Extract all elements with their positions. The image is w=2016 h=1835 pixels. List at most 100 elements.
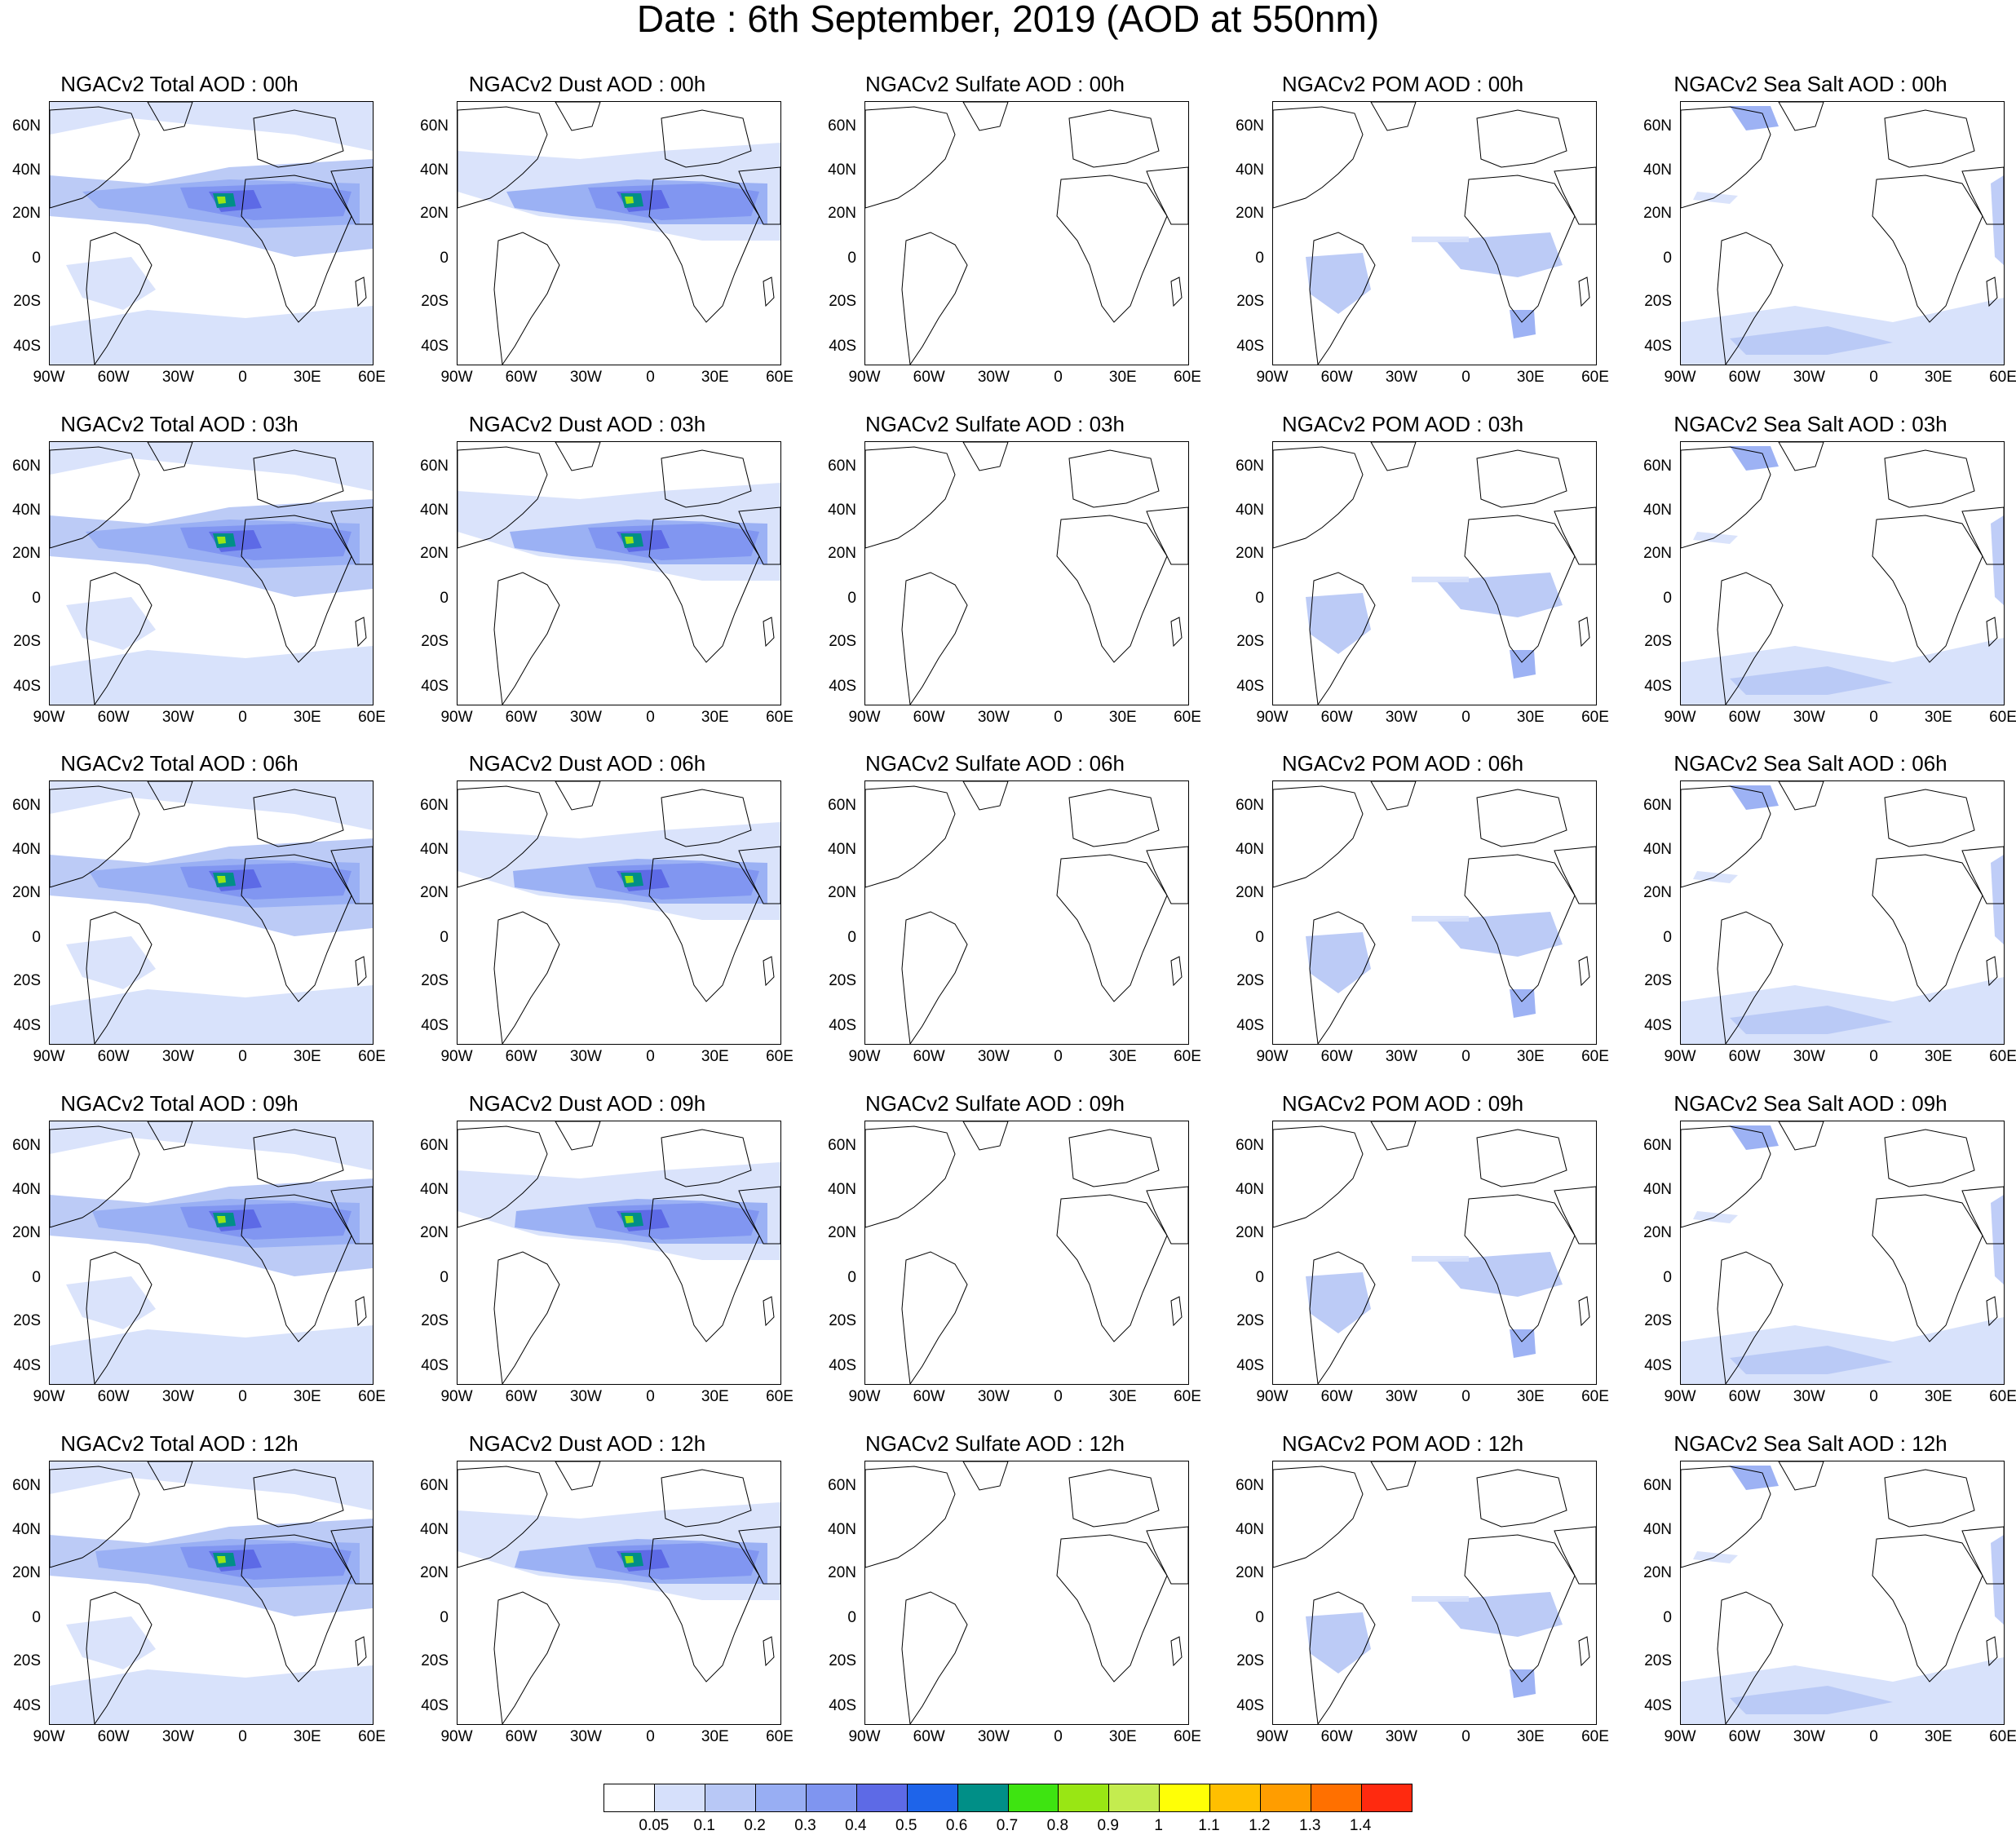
lon-tick-label: 0 bbox=[1869, 1728, 1878, 1745]
aod-field bbox=[1412, 1596, 1469, 1602]
lon-tick-label: 60E bbox=[766, 369, 794, 386]
coastline bbox=[1961, 506, 2004, 565]
lon-tick-label: 30E bbox=[293, 369, 321, 386]
map-area bbox=[49, 101, 374, 365]
lon-tick-label: 0 bbox=[646, 709, 655, 726]
lat-tick-label: 40S bbox=[829, 678, 856, 696]
panel-title: NGACv2 POM AOD : 03h bbox=[1281, 412, 1524, 436]
coastline bbox=[1554, 1186, 1596, 1245]
lat-tick-label: 40S bbox=[1236, 678, 1264, 696]
aod-field bbox=[1730, 446, 1779, 471]
lon-tick-label: 30W bbox=[161, 369, 194, 386]
colorbar-label: 0.3 bbox=[794, 1817, 816, 1834]
panel-title: NGACv2 Sea Salt AOD : 09h bbox=[1673, 1091, 1947, 1116]
aod-field bbox=[50, 442, 373, 491]
panel-title: NGACv2 Dust AOD : 06h bbox=[468, 751, 706, 776]
lon-tick-label: 0 bbox=[1461, 369, 1470, 386]
lon-tick-label: 60W bbox=[1728, 1728, 1761, 1745]
map-panel: NGACv2 Dust AOD : 00h 60N 40N 20N 0 20S 40S 90W… bbox=[408, 72, 794, 386]
map-area bbox=[1272, 101, 1597, 365]
map-area bbox=[1680, 1121, 2005, 1385]
aod-field bbox=[1991, 1195, 2004, 1284]
coastline bbox=[1370, 1121, 1417, 1151]
lon-tick-label: 30E bbox=[1516, 1728, 1545, 1745]
panel-title: NGACv2 Sulfate AOD : 00h bbox=[865, 72, 1125, 96]
coastline bbox=[241, 175, 352, 323]
lat-tick-label: 20N bbox=[420, 884, 449, 902]
coastline bbox=[458, 106, 548, 209]
panel-title: NGACv2 Dust AOD : 03h bbox=[468, 412, 706, 436]
coastline bbox=[1961, 1186, 2004, 1245]
coastline bbox=[1170, 956, 1183, 987]
lat-tick-label: 40N bbox=[1236, 502, 1264, 520]
lon-tick-label: 30E bbox=[293, 1048, 321, 1065]
coastline bbox=[330, 1186, 373, 1245]
coastline bbox=[86, 911, 153, 1044]
coastline bbox=[1068, 449, 1160, 508]
lon-tick-label: 90W bbox=[848, 1388, 881, 1405]
colorbar-label: 0.8 bbox=[1046, 1817, 1069, 1834]
coastline bbox=[1872, 854, 1983, 1002]
lat-tick-label: 20S bbox=[1236, 633, 1264, 651]
lon-tick-label: 0 bbox=[1054, 1388, 1063, 1405]
lat-tick-label: 0 bbox=[32, 250, 41, 268]
lon-tick-label: 90W bbox=[848, 369, 881, 386]
lat-tick-label: 60N bbox=[12, 457, 41, 475]
coastline bbox=[1986, 1296, 1998, 1327]
lat-tick-label: 0 bbox=[1255, 1609, 1264, 1627]
lat-tick-label: 20S bbox=[829, 1652, 856, 1670]
colorbar-label: 1.1 bbox=[1198, 1817, 1220, 1834]
lon-tick-label: 30E bbox=[1108, 1048, 1137, 1065]
lon-tick-label: 90W bbox=[1256, 369, 1289, 386]
coastline bbox=[1872, 175, 1983, 323]
colorbar-swatch bbox=[1109, 1784, 1161, 1811]
aod-field bbox=[1412, 577, 1469, 582]
colorbar-label: 1.2 bbox=[1249, 1817, 1271, 1834]
lon-tick-label: 30W bbox=[569, 1048, 602, 1065]
map-svg bbox=[865, 781, 1188, 1044]
coastline bbox=[50, 1466, 140, 1568]
lon-tick-label: 30W bbox=[977, 1388, 1010, 1405]
lat-tick-label: 0 bbox=[1663, 250, 1672, 268]
lat-tick-label: 0 bbox=[1255, 1269, 1264, 1287]
colorbar-label: 0.7 bbox=[996, 1817, 1019, 1834]
lon-tick-label: 30E bbox=[1516, 369, 1545, 386]
lat-tick-label: 40S bbox=[1236, 1697, 1264, 1715]
coastline bbox=[1146, 1526, 1188, 1585]
aod-field bbox=[1306, 932, 1371, 993]
colorbar-swatch bbox=[1160, 1784, 1211, 1811]
coastline bbox=[1170, 617, 1183, 648]
lat-tick-label: 20S bbox=[1236, 972, 1264, 990]
lon-tick-label: 60E bbox=[1989, 369, 2016, 386]
coastline bbox=[1068, 109, 1160, 168]
map-panel: NGACv2 Dust AOD : 03h 60N 40N 20N 0 20S 40S 90W… bbox=[408, 412, 794, 726]
aod-field bbox=[1412, 1256, 1469, 1262]
aod-field bbox=[50, 102, 373, 151]
lat-tick-label: 60N bbox=[420, 796, 449, 814]
aod-field bbox=[1730, 1125, 1779, 1150]
coastline bbox=[50, 106, 140, 209]
coastline bbox=[493, 1591, 560, 1724]
map-svg bbox=[865, 442, 1188, 705]
lat-tick-label: 20N bbox=[1643, 884, 1672, 902]
coastline bbox=[458, 1466, 548, 1568]
lat-tick-label: 20N bbox=[12, 545, 41, 563]
lat-tick-label: 20N bbox=[1236, 205, 1264, 223]
coastline bbox=[1986, 617, 1998, 648]
coastline bbox=[1068, 789, 1160, 847]
lon-tick-label: 0 bbox=[1869, 1048, 1878, 1065]
coastline bbox=[865, 446, 956, 549]
coastline bbox=[1476, 1469, 1567, 1528]
lat-tick-label: 40S bbox=[421, 1017, 449, 1035]
coastline bbox=[661, 1129, 752, 1187]
map-svg bbox=[1273, 442, 1596, 705]
colorbar-swatch bbox=[1059, 1784, 1110, 1811]
coastline bbox=[763, 1636, 775, 1667]
lon-tick-label: 90W bbox=[33, 1728, 65, 1745]
coastline bbox=[648, 1534, 760, 1682]
coastline bbox=[1056, 854, 1168, 1002]
colorbar bbox=[603, 1784, 1413, 1812]
lon-tick-label: 0 bbox=[646, 1048, 655, 1065]
coastline bbox=[1884, 1469, 1975, 1528]
lon-tick-label: 60E bbox=[1989, 709, 2016, 726]
